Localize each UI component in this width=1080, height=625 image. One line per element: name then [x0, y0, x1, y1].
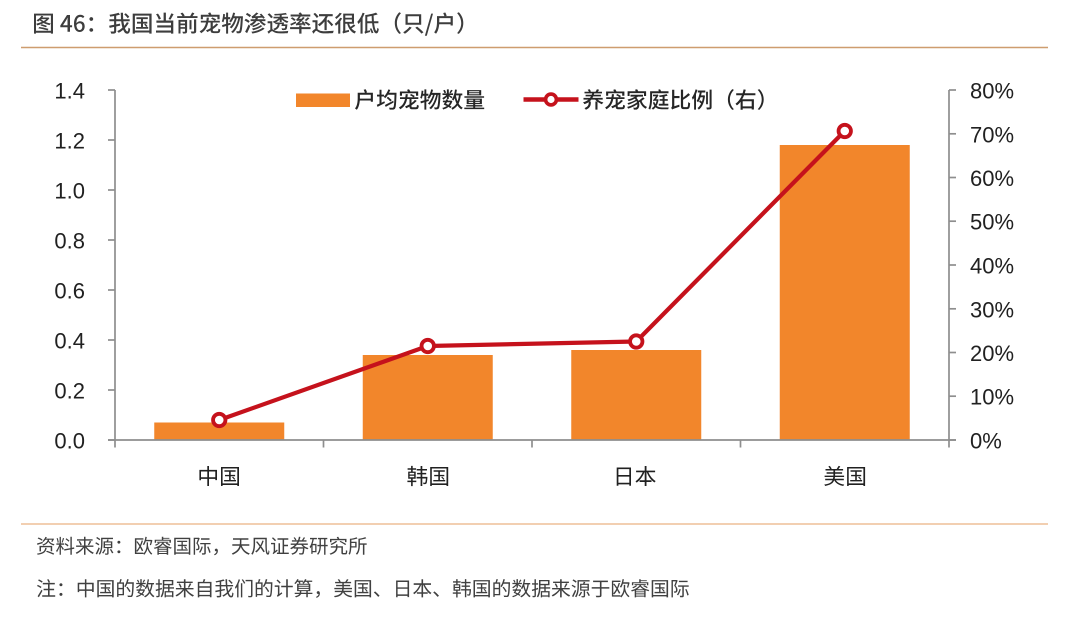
svg-text:60%: 60%: [970, 166, 1014, 191]
svg-text:0.8: 0.8: [54, 229, 85, 254]
svg-text:1.0: 1.0: [54, 179, 85, 204]
svg-text:0.4: 0.4: [54, 329, 85, 354]
svg-text:0.2: 0.2: [54, 379, 85, 404]
svg-text:30%: 30%: [970, 297, 1014, 322]
svg-text:80%: 80%: [970, 79, 1014, 104]
svg-text:1.2: 1.2: [54, 129, 85, 154]
svg-text:40%: 40%: [970, 254, 1014, 279]
svg-text:0.6: 0.6: [54, 279, 85, 304]
svg-text:0.0: 0.0: [54, 429, 85, 454]
svg-text:70%: 70%: [970, 122, 1014, 147]
svg-text:50%: 50%: [970, 210, 1014, 235]
svg-text:0%: 0%: [970, 429, 1002, 454]
svg-text:20%: 20%: [970, 341, 1014, 366]
svg-text:1.4: 1.4: [54, 79, 85, 104]
svg-text:10%: 10%: [970, 385, 1014, 410]
